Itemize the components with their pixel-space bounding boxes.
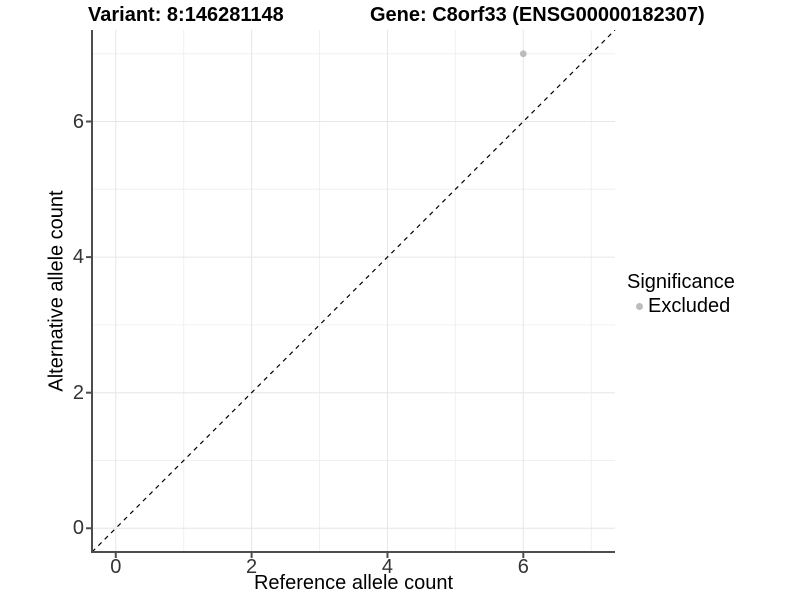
legend-key-dot [636, 302, 643, 310]
identity-dashed-line [91, 30, 616, 553]
data-point [519, 50, 527, 58]
plot-panel [86, 30, 616, 558]
legend-title: Significance [627, 271, 735, 293]
x-axis-title: Reference allele count [253, 572, 453, 594]
y-tick-label: 4 [72, 246, 84, 269]
y-tick-label: 6 [72, 110, 84, 133]
y-tick-label: 0 [72, 517, 84, 540]
plot-title-gene: Gene: C8orf33 (ENSG00000182307) [370, 4, 705, 26]
y-tick-label: 2 [72, 381, 84, 404]
x-tick-label: 6 [517, 556, 529, 578]
plot-title-variant: Variant: 8:146281148 [88, 4, 284, 26]
y-axis-title: Alternative allele count [45, 190, 68, 392]
legend-item: Excluded [627, 295, 735, 317]
legend: Significance Excluded [627, 271, 735, 317]
x-tick-label: 2 [246, 556, 258, 578]
x-tick-label: 4 [381, 556, 394, 578]
x-tick-label: 0 [110, 556, 122, 578]
legend-item-label: Excluded [648, 294, 731, 317]
